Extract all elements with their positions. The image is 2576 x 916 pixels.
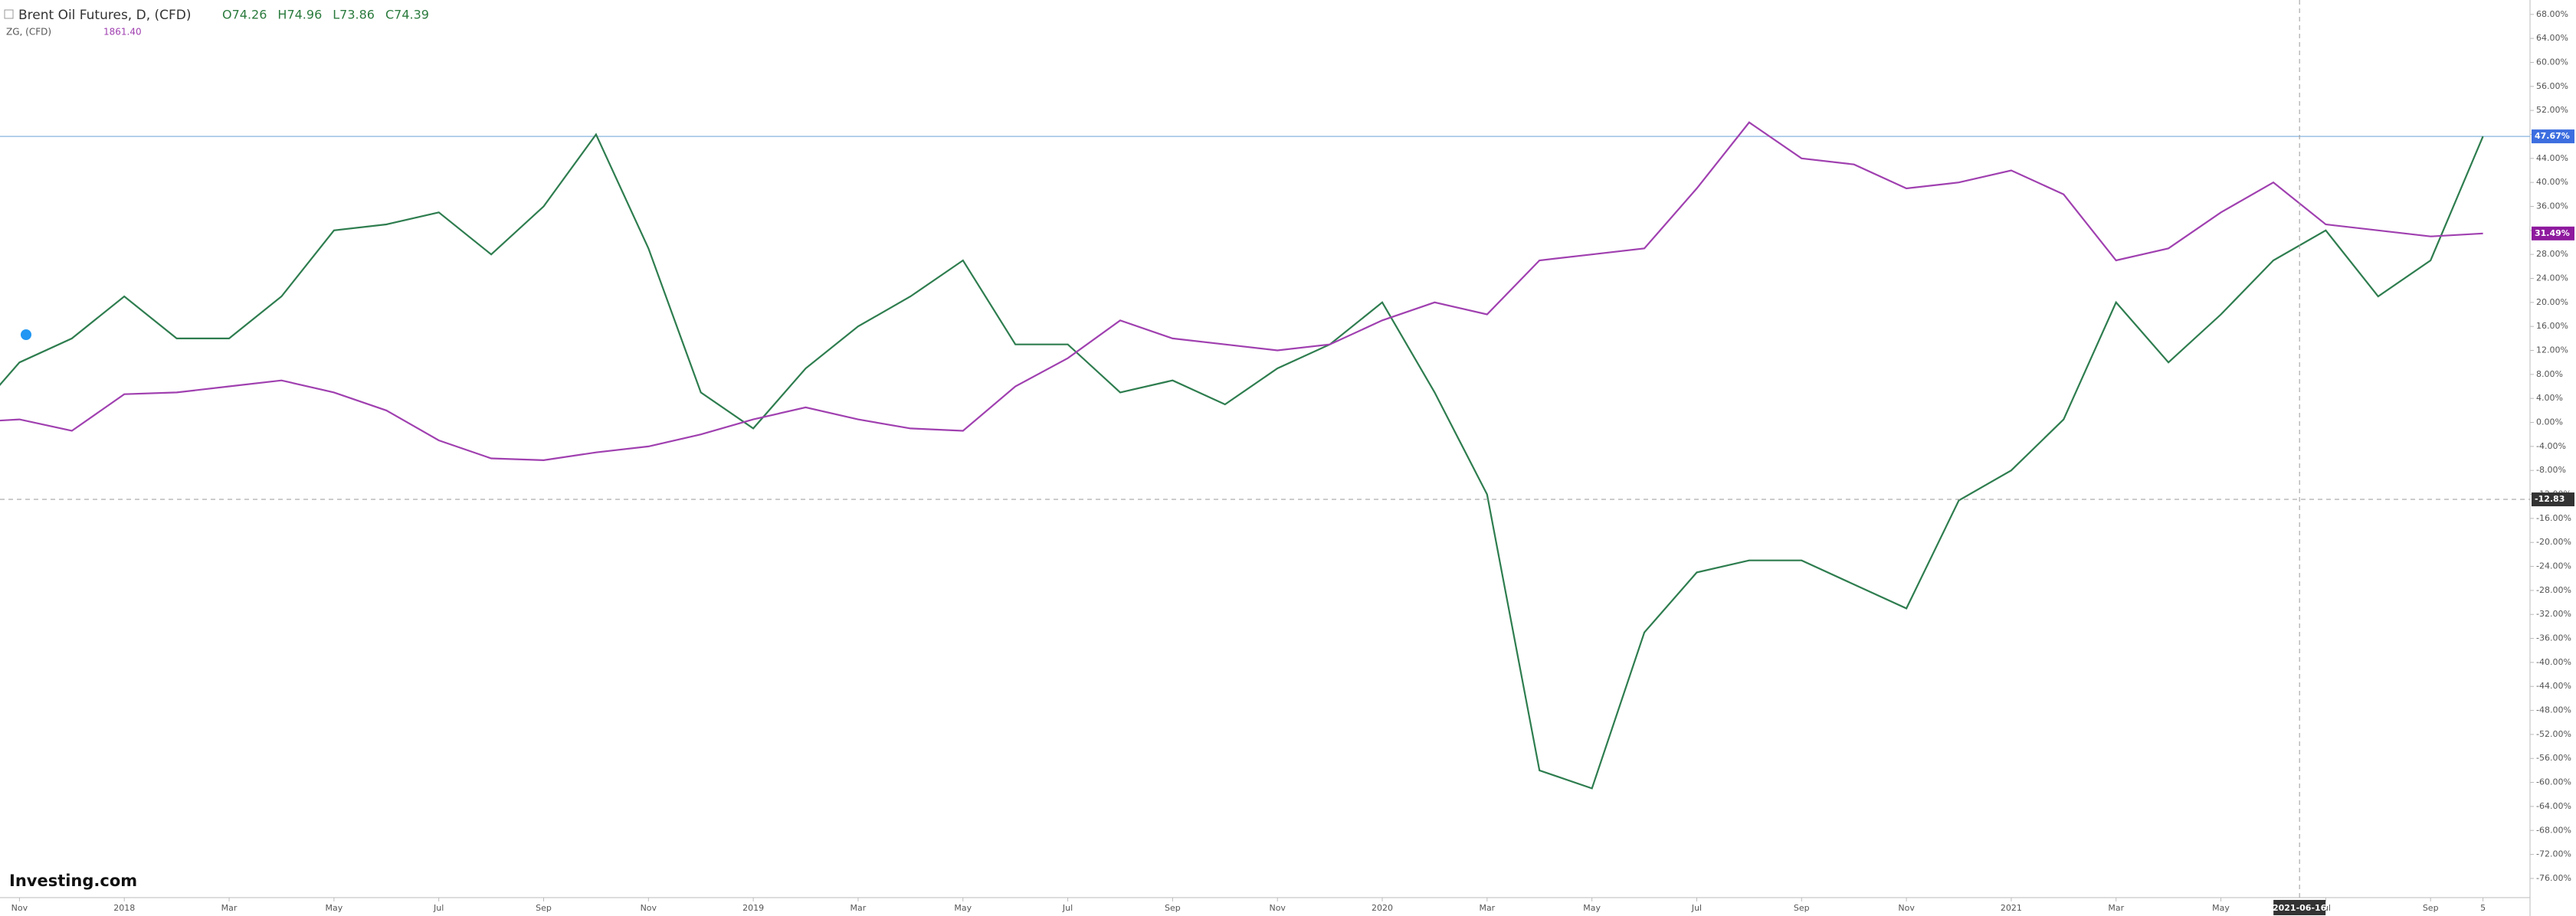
- x-tick-label: 5: [2480, 903, 2486, 913]
- subtitle-value: 1861.40: [103, 27, 142, 38]
- y-tick-label: -16.00%: [2536, 513, 2571, 523]
- event-marker: [21, 329, 31, 340]
- ohlc-label: O74.26: [222, 8, 267, 22]
- y-tick-label: -60.00%: [2536, 777, 2571, 787]
- y-tick-label: -24.00%: [2536, 561, 2571, 571]
- x-tick-label: Jul: [1691, 903, 1702, 913]
- y-tick-label: -64.00%: [2536, 801, 2571, 811]
- crosshair-x-label: 2021-06-16: [2273, 903, 2327, 913]
- x-tick-label: Sep: [1794, 903, 1810, 913]
- y-tick-label: -32.00%: [2536, 609, 2571, 619]
- x-tick-label: May: [2212, 903, 2230, 913]
- series-line: [0, 132, 2484, 790]
- x-tick-label: Mar: [1479, 903, 1495, 913]
- y-tick-label: 68.00%: [2536, 9, 2568, 19]
- crosshair-x-tag: [2273, 900, 2326, 915]
- x-tick-label: Jul: [1062, 903, 1073, 913]
- y-tick-label: 12.00%: [2536, 345, 2568, 355]
- x-tick-label: Jul: [433, 903, 444, 913]
- x-tick-label: Nov: [11, 903, 28, 913]
- y-tick-label: 28.00%: [2536, 249, 2568, 259]
- x-tick-label: 2020: [1372, 903, 1393, 913]
- y-tick-label: 52.00%: [2536, 105, 2568, 115]
- y-tick-label: -28.00%: [2536, 585, 2571, 595]
- y-tick-label: 64.00%: [2536, 33, 2568, 43]
- x-tick-label: Mar: [850, 903, 867, 913]
- y-tick-label: 0.00%: [2536, 417, 2563, 427]
- y-tick-label: -72.00%: [2536, 849, 2571, 859]
- price-tag-label: 47.67%: [2535, 131, 2570, 141]
- x-tick-label: Nov: [1269, 903, 1286, 913]
- x-tick-label: 2019: [742, 903, 764, 913]
- crosshair-y-tag: [2532, 492, 2574, 507]
- x-tick-label: May: [1583, 903, 1601, 913]
- y-tick-label: -44.00%: [2536, 681, 2571, 691]
- price-tag: [2532, 129, 2574, 144]
- y-tick-label: -4.00%: [2536, 441, 2566, 451]
- y-tick-label: 20.00%: [2536, 297, 2568, 307]
- x-tick-label: 2021: [2001, 903, 2022, 913]
- y-tick-label: -48.00%: [2536, 705, 2571, 715]
- y-tick-label: 40.00%: [2536, 177, 2568, 187]
- subtitle: ZG, (CFD): [6, 27, 51, 38]
- y-tick-label: 8.00%: [2536, 369, 2563, 379]
- y-tick-label: -20.00%: [2536, 537, 2571, 547]
- ohlc-label: C74.39: [385, 8, 429, 22]
- y-tick-label: 4.00%: [2536, 393, 2563, 403]
- y-tick-label: -68.00%: [2536, 825, 2571, 835]
- logo: Investing.com: [9, 872, 137, 890]
- series-line: [0, 121, 2483, 462]
- x-tick-label: 2018: [113, 903, 135, 913]
- y-tick-label: -8.00%: [2536, 465, 2566, 475]
- x-tick-label: Nov: [1898, 903, 1915, 913]
- y-tick-label: -40.00%: [2536, 657, 2571, 667]
- x-tick-label: Mar: [221, 903, 238, 913]
- crosshair-y-label: -12.83: [2535, 494, 2565, 504]
- price-tag-label: 31.49%: [2535, 228, 2570, 238]
- y-tick-label: -36.00%: [2536, 633, 2571, 643]
- y-tick-label: 60.00%: [2536, 57, 2568, 67]
- y-tick-label: -56.00%: [2536, 753, 2571, 763]
- y-tick-label: 24.00%: [2536, 273, 2568, 283]
- collapse-icon[interactable]: [4, 9, 14, 19]
- y-tick-label: 44.00%: [2536, 153, 2568, 163]
- y-tick-label: 36.00%: [2536, 201, 2568, 211]
- chart-title: Brent Oil Futures, D, (CFD): [18, 8, 192, 23]
- y-tick-label: 56.00%: [2536, 81, 2568, 91]
- x-tick-label: Nov: [641, 903, 657, 913]
- plot-area: [0, 121, 2530, 790]
- x-tick-label: May: [954, 903, 972, 913]
- x-tick-label: Sep: [536, 903, 552, 913]
- x-tick-label: Sep: [1165, 903, 1181, 913]
- ohlc-label: H74.96: [277, 8, 322, 22]
- x-tick-label: May: [325, 903, 342, 913]
- price-tag: [2532, 226, 2574, 240]
- ohlc-label: L73.86: [333, 8, 375, 22]
- y-tick-label: 16.00%: [2536, 321, 2568, 331]
- x-tick-label: Mar: [2108, 903, 2124, 913]
- x-tick-label: Sep: [2423, 903, 2439, 913]
- y-tick-label: -76.00%: [2536, 873, 2571, 883]
- y-tick-label: -52.00%: [2536, 729, 2571, 739]
